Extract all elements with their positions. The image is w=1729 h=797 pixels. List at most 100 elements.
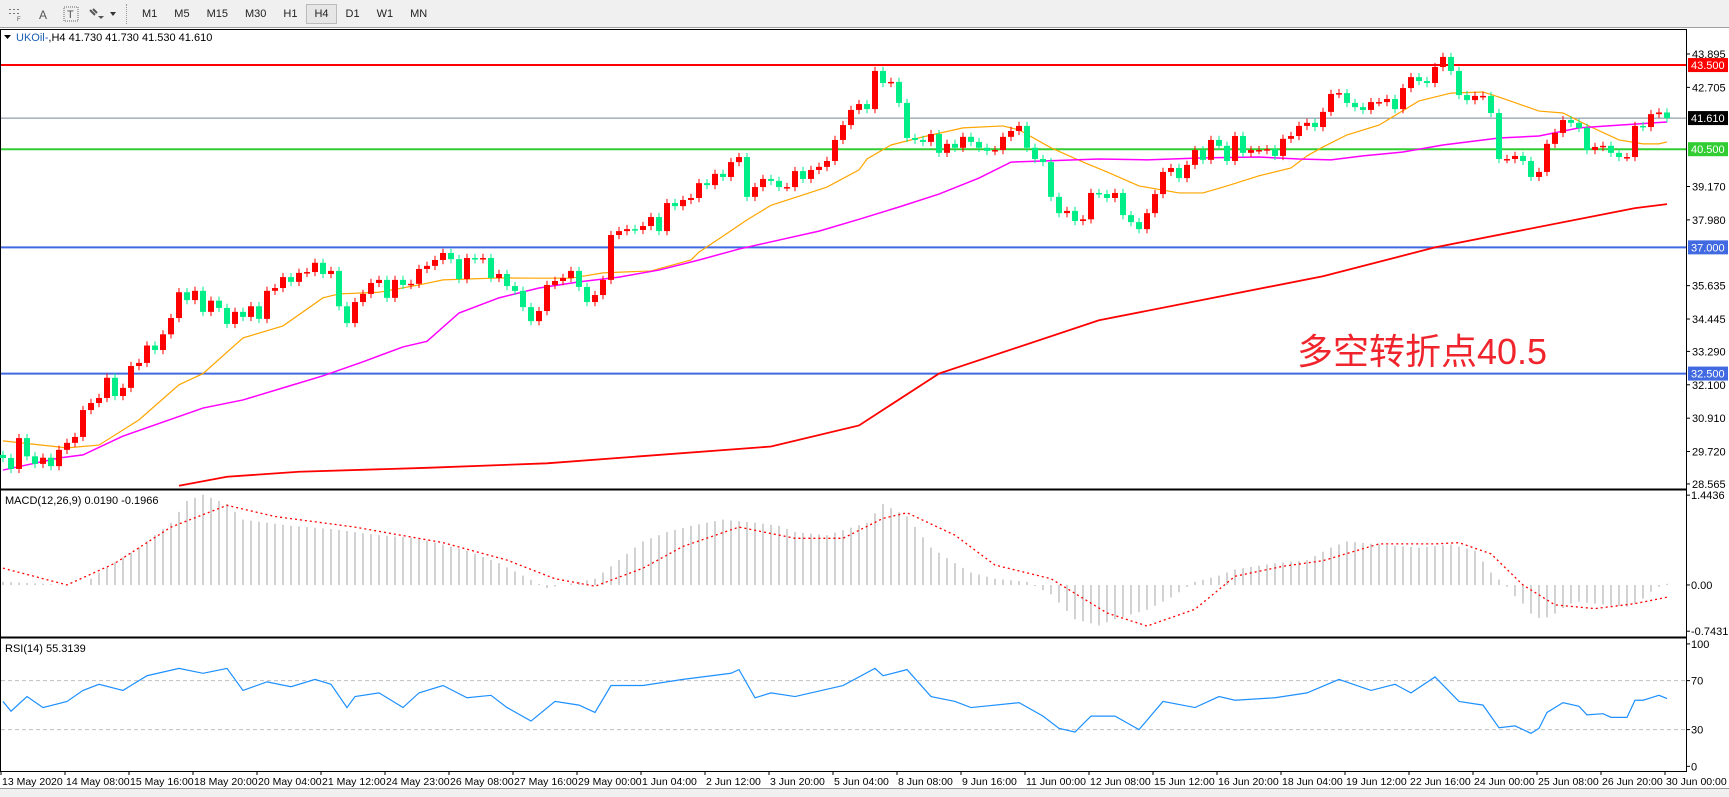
candle[interactable] (8, 453, 14, 474)
candle[interactable] (1000, 132, 1006, 155)
candle[interactable] (1584, 123, 1590, 155)
candle[interactable] (664, 198, 670, 236)
candle[interactable] (240, 307, 246, 322)
candle[interactable] (320, 258, 326, 279)
candle[interactable] (232, 307, 238, 329)
candle[interactable] (912, 133, 918, 145)
candle[interactable] (256, 302, 262, 324)
candle[interactable] (1176, 163, 1182, 183)
candle[interactable] (896, 77, 902, 108)
candle[interactable] (1576, 118, 1582, 133)
candle[interactable] (1152, 189, 1158, 218)
candle[interactable] (968, 132, 974, 147)
text-a-icon[interactable]: A (30, 3, 56, 25)
candle[interactable] (1464, 90, 1470, 105)
candle[interactable] (1520, 151, 1526, 166)
candle[interactable] (1120, 188, 1126, 220)
candle[interactable] (248, 302, 254, 322)
candle[interactable] (688, 193, 694, 205)
candle[interactable] (1416, 72, 1422, 86)
candle[interactable] (832, 135, 838, 166)
candle[interactable] (760, 174, 766, 192)
candle[interactable] (424, 261, 430, 274)
candle[interactable] (544, 280, 550, 316)
candle[interactable] (720, 169, 726, 182)
candle[interactable] (472, 253, 478, 264)
candle[interactable] (208, 296, 214, 317)
candle[interactable] (848, 105, 854, 130)
candle[interactable] (624, 224, 630, 236)
candle[interactable] (1432, 62, 1438, 88)
candle[interactable] (1608, 141, 1614, 158)
candle[interactable] (1080, 215, 1086, 226)
candle[interactable] (1656, 108, 1662, 119)
candle[interactable] (168, 313, 174, 339)
candle[interactable] (480, 253, 486, 264)
candle[interactable] (104, 373, 110, 403)
candle[interactable] (1184, 160, 1190, 183)
candle[interactable] (64, 438, 70, 455)
candle[interactable] (528, 302, 534, 326)
candle[interactable] (768, 174, 774, 186)
candle[interactable] (560, 273, 566, 286)
candle[interactable] (160, 330, 166, 355)
candle[interactable] (1032, 143, 1038, 164)
candle[interactable] (216, 296, 222, 313)
candle[interactable] (1456, 66, 1462, 100)
candle[interactable] (656, 212, 662, 236)
candle[interactable] (296, 268, 302, 287)
candle[interactable] (456, 254, 462, 284)
candle[interactable] (1144, 208, 1150, 234)
chart-window[interactable]: UKOil-,H4 41.730 41.730 41.530 41.610 多空转… (0, 28, 1729, 788)
candle[interactable] (872, 66, 878, 114)
candle[interactable] (640, 221, 646, 235)
candle[interactable] (504, 269, 510, 291)
candle[interactable] (1352, 98, 1358, 112)
candle[interactable] (952, 139, 958, 153)
candle[interactable] (1320, 107, 1326, 132)
candle[interactable] (224, 303, 230, 329)
candle[interactable] (376, 275, 382, 288)
candle[interactable] (56, 445, 62, 471)
candle[interactable] (288, 272, 294, 287)
candle[interactable] (904, 98, 910, 143)
candle[interactable] (792, 166, 798, 192)
grid-properties-icon[interactable]: F (2, 3, 28, 25)
candle[interactable] (784, 182, 790, 192)
candle[interactable] (360, 289, 366, 307)
timeframe-h4-button[interactable]: H4 (306, 3, 337, 24)
candle[interactable] (1024, 121, 1030, 153)
candle[interactable] (1240, 131, 1246, 158)
candle[interactable] (1392, 94, 1398, 114)
candle[interactable] (1040, 154, 1046, 167)
candle[interactable] (48, 453, 54, 471)
candle[interactable] (632, 224, 638, 235)
candle[interactable] (1368, 97, 1374, 115)
timeframe-mn-button[interactable]: MN (410, 7, 428, 20)
candle[interactable] (936, 129, 942, 158)
candle[interactable] (1272, 144, 1278, 161)
candle[interactable] (384, 275, 390, 303)
candle[interactable] (808, 165, 814, 184)
candle[interactable] (1128, 210, 1134, 227)
candle[interactable] (96, 393, 102, 408)
candle[interactable] (888, 77, 894, 88)
candle[interactable] (976, 137, 982, 153)
candle[interactable] (608, 230, 614, 285)
candle[interactable] (1360, 102, 1366, 115)
candle[interactable] (440, 248, 446, 265)
candle[interactable] (1448, 52, 1454, 76)
candle[interactable] (280, 272, 286, 293)
candle[interactable] (0, 450, 6, 463)
candle[interactable] (368, 278, 374, 299)
candle[interactable] (184, 288, 190, 305)
candle[interactable] (24, 433, 30, 461)
candle[interactable] (776, 176, 782, 192)
timeframe-d1-button[interactable]: D1 (345, 7, 360, 20)
candle[interactable] (920, 135, 926, 147)
candle[interactable] (600, 275, 606, 300)
candle[interactable] (1600, 141, 1606, 152)
candle[interactable] (72, 432, 78, 448)
candle[interactable] (1096, 188, 1102, 199)
candle[interactable] (1296, 121, 1302, 141)
